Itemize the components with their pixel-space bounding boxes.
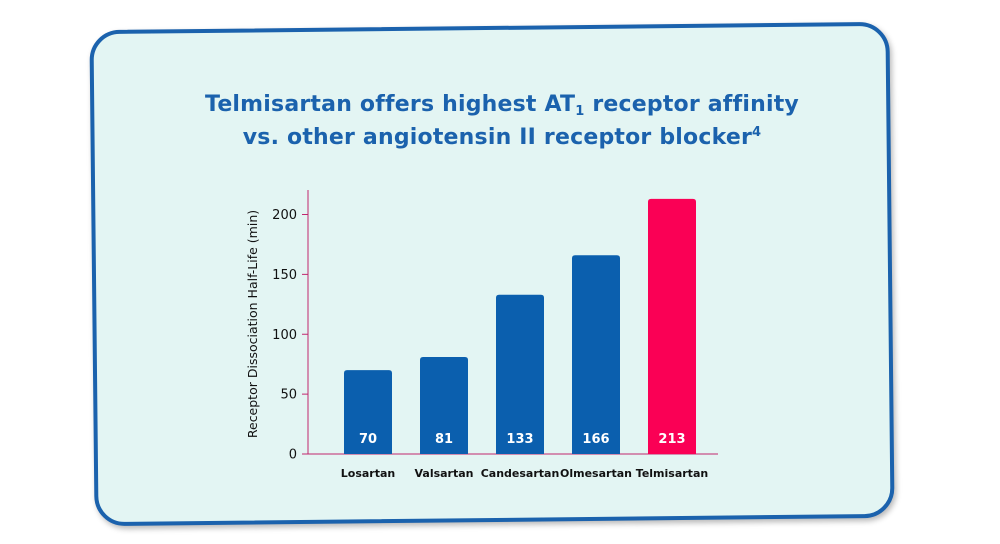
y-tick-label: 150 (272, 268, 297, 283)
bar-telmisartan (648, 198, 696, 454)
category-label-telmisartan: Telmisartan (636, 467, 708, 480)
bar-candesartan (496, 294, 544, 454)
title-line-1-text: Telmisartan offers highest AT (205, 92, 576, 117)
y-tick-label: 50 (280, 388, 297, 403)
category-label-losartan: Losartan (341, 467, 395, 480)
bar-olmesartan (572, 255, 620, 454)
title-line-2-text: vs. other angiotensin II receptor blocke… (242, 125, 752, 150)
category-label-olmesartan: Olmesartan (560, 467, 632, 480)
category-label-valsartan: Valsartan (414, 467, 473, 480)
title-line-1: Telmisartan offers highest AT1 receptor … (92, 88, 912, 121)
y-tick-label: 0 (289, 448, 297, 463)
value-label-telmisartan: 213 (658, 432, 685, 447)
value-label-valsartan: 81 (435, 432, 453, 447)
title-subscript: 1 (575, 104, 585, 119)
chart-title: Telmisartan offers highest AT1 receptor … (92, 88, 912, 154)
title-line-1-end: receptor affinity (584, 92, 799, 117)
title-line-2: vs. other angiotensin II receptor blocke… (92, 121, 912, 154)
title-superscript: 4 (752, 125, 762, 140)
value-label-candesartan: 133 (506, 432, 533, 447)
y-tick-label: 100 (272, 328, 297, 343)
bar-losartan (344, 370, 392, 454)
y-axis-title: Receptor Dissociation Half-Life (min) (245, 210, 260, 438)
bar-valsartan (420, 357, 468, 454)
value-label-olmesartan: 166 (582, 432, 609, 447)
value-label-losartan: 70 (359, 432, 377, 447)
y-tick-label: 200 (272, 208, 297, 223)
category-label-candesartan: Candesartan (481, 467, 560, 480)
